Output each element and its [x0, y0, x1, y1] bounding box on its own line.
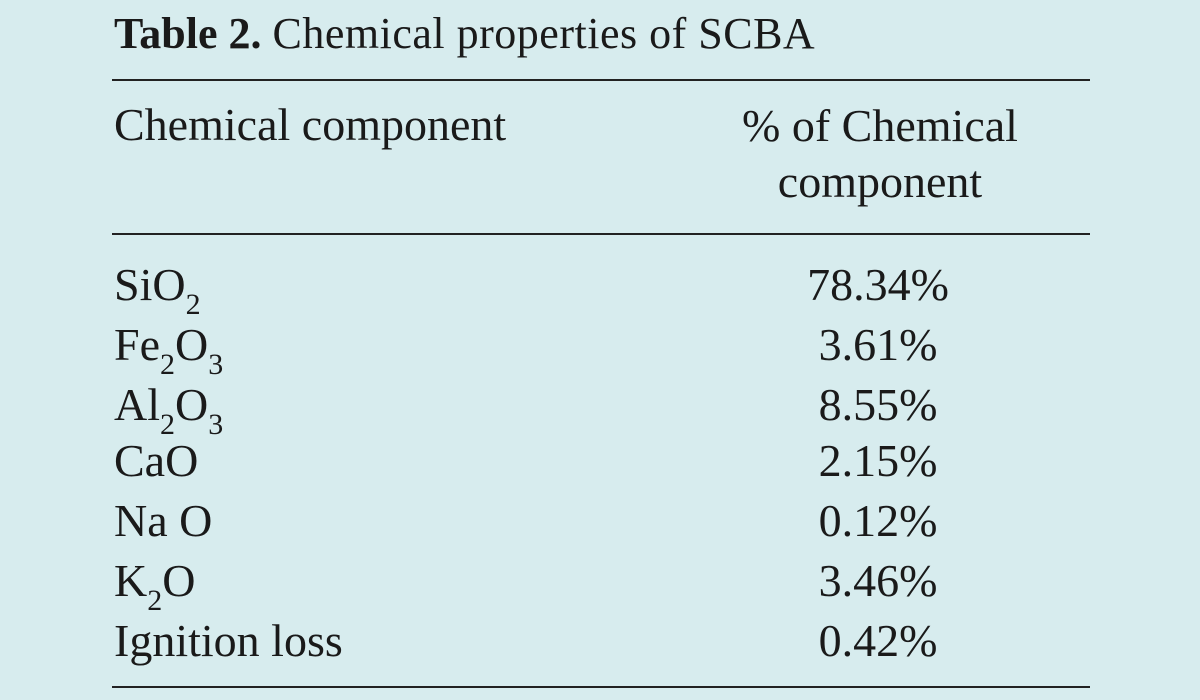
table-row: SiO2 78.34%: [0, 258, 1200, 321]
formula-text: O: [175, 319, 209, 370]
component-cell: Fe2O3: [114, 318, 223, 382]
percent-cell: 8.55%: [818, 379, 938, 430]
formula-text: K: [114, 555, 148, 606]
title-label: Table 2.: [114, 9, 262, 58]
table-row: Fe2O3 3.61%: [0, 318, 1200, 381]
subscript: 2: [160, 348, 175, 381]
column-header: Chemical component: [114, 99, 507, 150]
subscript: 2: [160, 408, 175, 441]
column-header: % of Chemical component: [742, 100, 1018, 207]
formula-text: CaO: [114, 435, 199, 486]
formula-text: Ignition loss: [114, 615, 343, 666]
table-row: Al2O3 8.55%: [0, 378, 1200, 441]
percent-cell: 2.15%: [818, 435, 938, 486]
table-row: CaO 2.15%: [0, 434, 1200, 494]
subscript: 2: [185, 288, 201, 321]
component-cell: SiO2: [114, 258, 201, 322]
title-text: Chemical properties of SCBA: [272, 9, 816, 58]
percent-cell: 3.46%: [818, 555, 938, 606]
component-cell: K2O: [114, 554, 195, 618]
bottom-rule: [112, 686, 1090, 688]
table-row: Ignition loss 0.42%: [0, 614, 1200, 674]
component-cell: CaO: [114, 434, 198, 487]
percent-cell: 3.61%: [818, 319, 938, 370]
formula-text: Na O: [114, 495, 213, 546]
formula-text: O: [175, 379, 209, 430]
percent-cell: 0.12%: [818, 495, 938, 546]
subscript: 3: [208, 408, 224, 441]
subscript: 3: [208, 348, 224, 381]
subscript: 2: [147, 584, 163, 617]
percent-cell: 0.42%: [818, 615, 938, 666]
header-rule: [112, 233, 1090, 235]
component-cell: Na O: [114, 494, 212, 547]
formula-text: O: [162, 555, 196, 606]
top-rule: [112, 79, 1090, 81]
formula-text: Al: [114, 379, 160, 430]
formula-text: Fe: [114, 319, 160, 370]
formula-text: SiO: [114, 259, 186, 310]
component-cell: Al2O3: [114, 378, 223, 442]
table-row: K2O 3.46%: [0, 554, 1200, 617]
table-row: Na O 0.12%: [0, 494, 1200, 554]
table-title: Table 2. Chemical properties of SCBA: [114, 8, 815, 59]
percent-cell: 78.34%: [807, 259, 949, 310]
component-cell: Ignition loss: [114, 614, 343, 667]
